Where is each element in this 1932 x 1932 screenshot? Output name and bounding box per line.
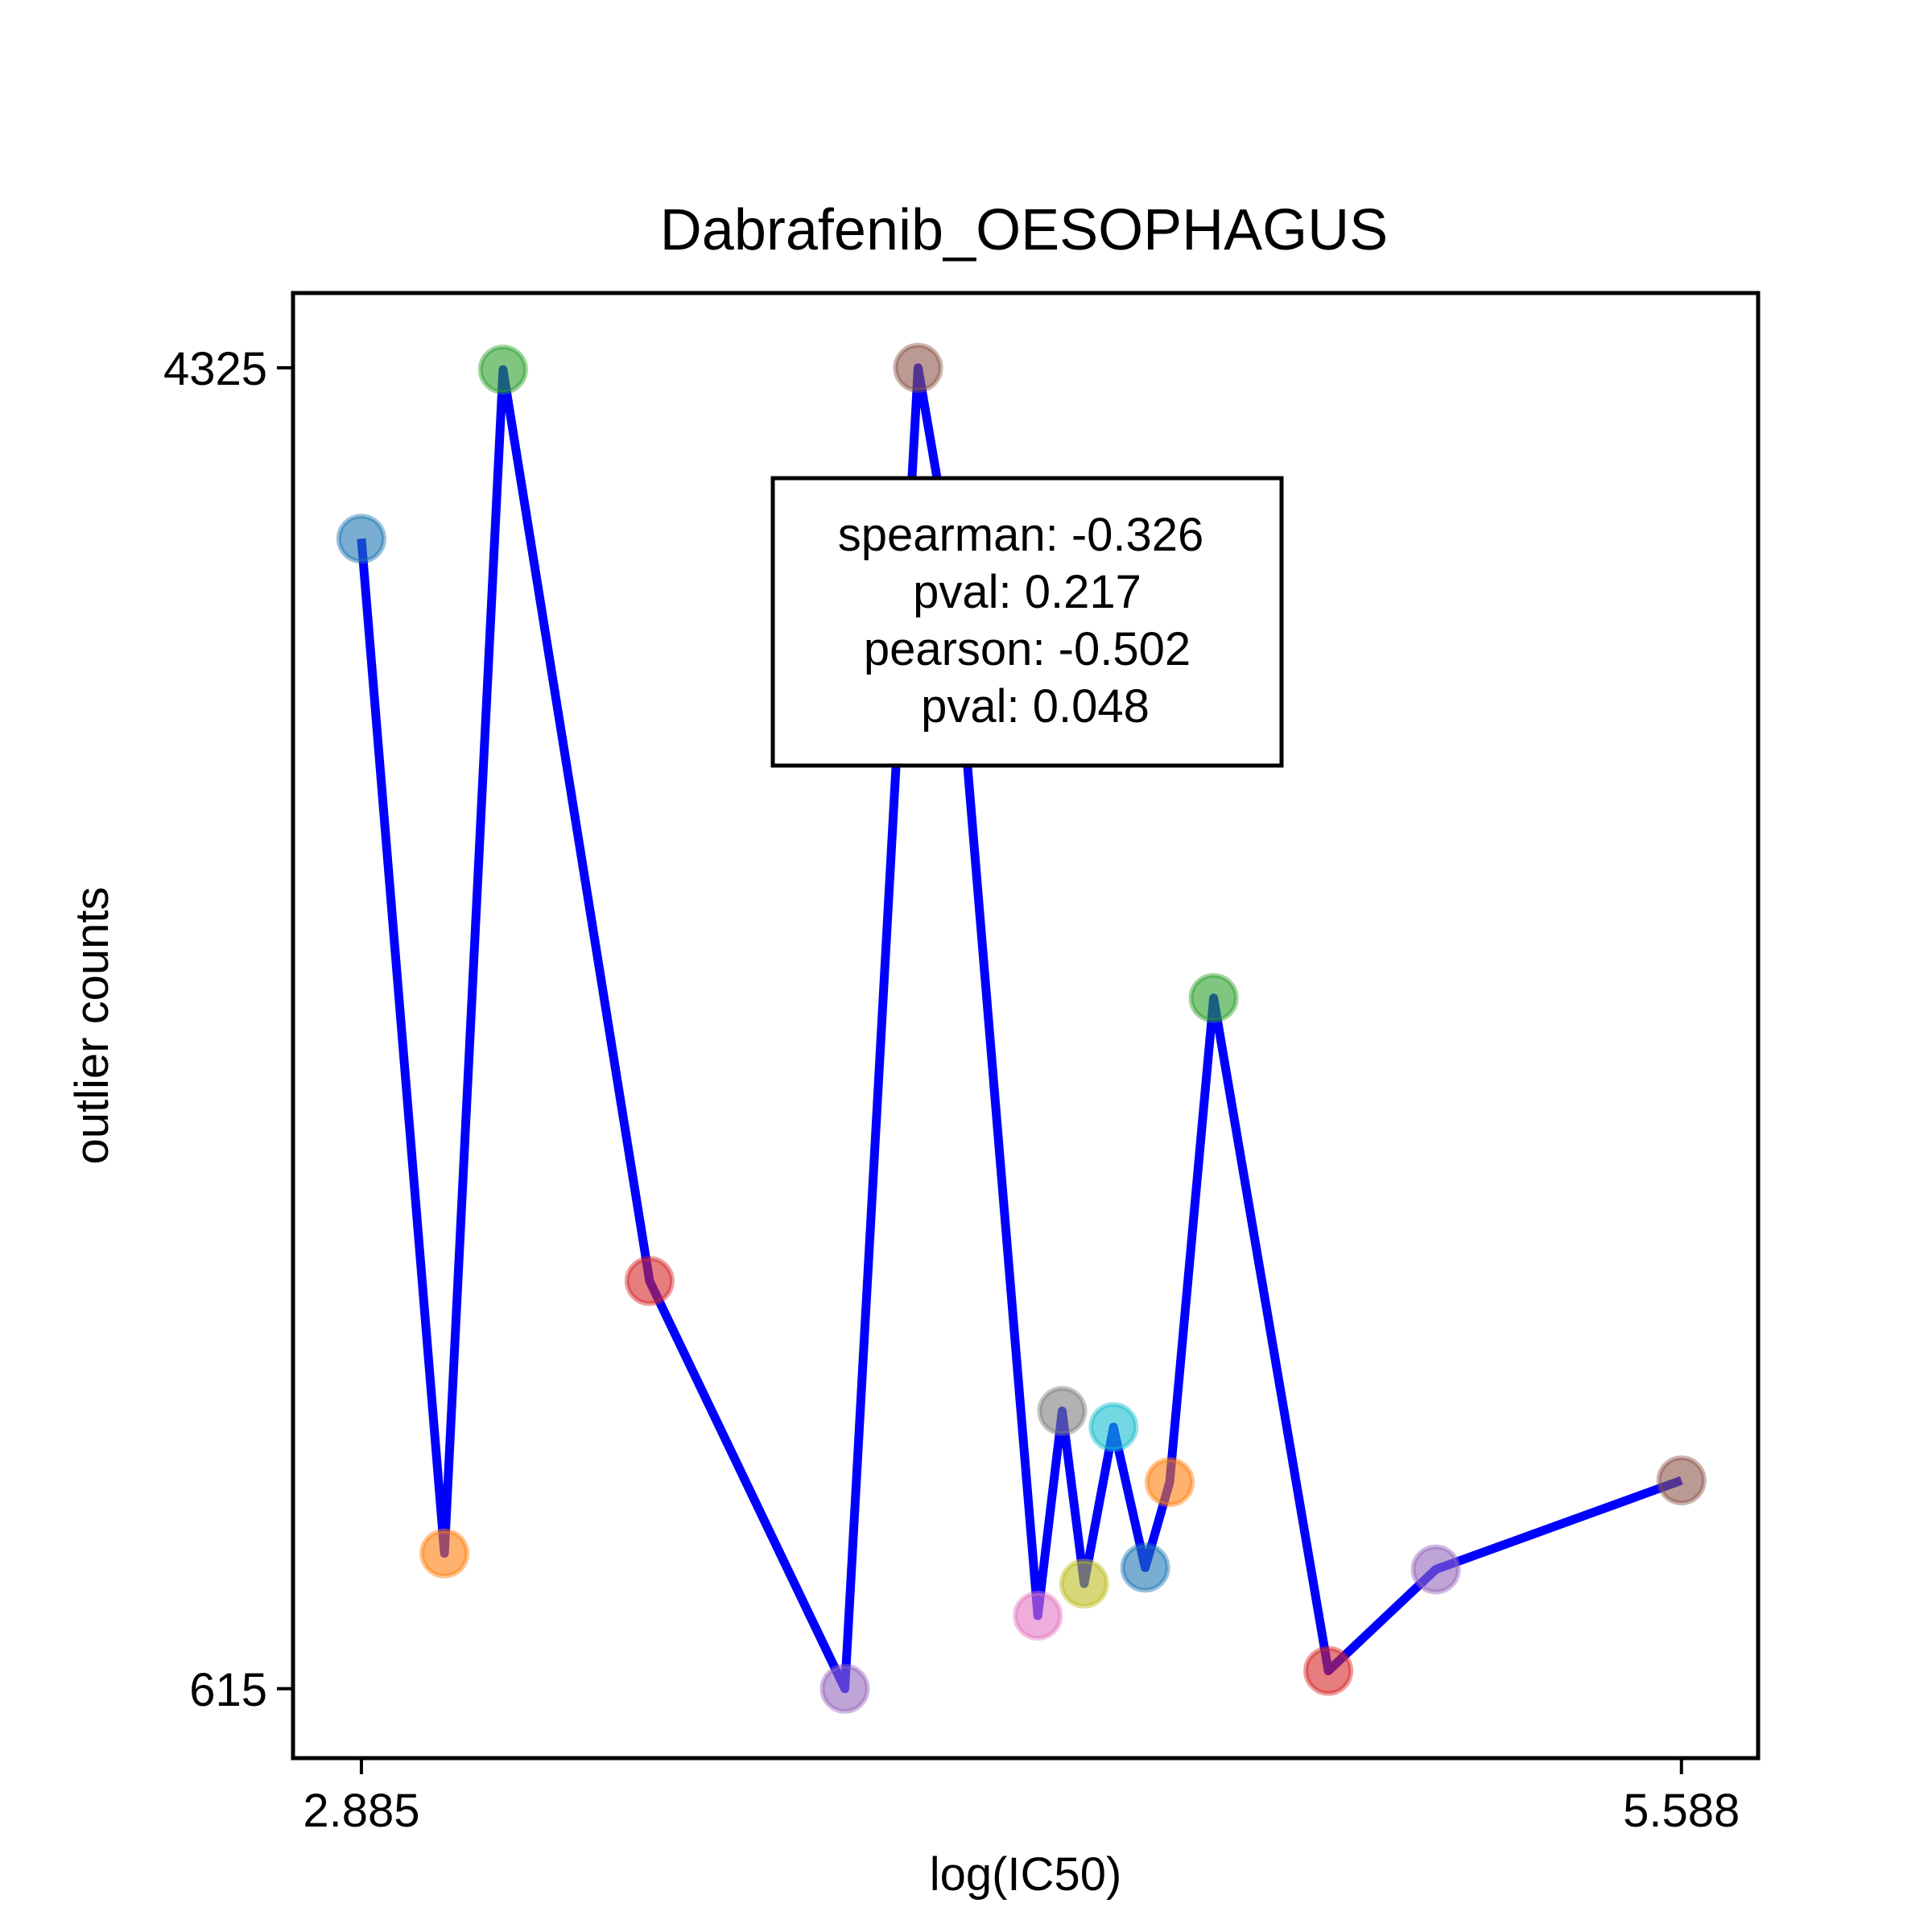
stats-box bbox=[770, 476, 1284, 768]
data-point-layer bbox=[336, 342, 1707, 1714]
y-axis-label: outlier counts bbox=[66, 887, 118, 1165]
y-tick-label: 615 bbox=[189, 1664, 267, 1716]
data-point bbox=[419, 1528, 470, 1579]
data-point bbox=[893, 342, 943, 393]
stats-spearman-pval: pval: 0.217 bbox=[913, 566, 1141, 618]
data-point bbox=[819, 1663, 870, 1714]
data-point bbox=[477, 345, 528, 395]
x-tick-label: 5.588 bbox=[1623, 1785, 1740, 1837]
data-point bbox=[1145, 1457, 1195, 1508]
data-point bbox=[1013, 1591, 1063, 1641]
plot-frame bbox=[291, 291, 1761, 1761]
data-point bbox=[1303, 1645, 1354, 1696]
stats-spearman: spearman: -0.326 bbox=[838, 509, 1204, 561]
data-point bbox=[1088, 1402, 1139, 1452]
stats-pearson-pval: pval: 0.048 bbox=[921, 680, 1150, 733]
data-point bbox=[1410, 1544, 1461, 1595]
x-axis: 2.885 5.588 bbox=[303, 1758, 1740, 1837]
data-point bbox=[1037, 1385, 1088, 1436]
stats-pearson: pearson: -0.502 bbox=[864, 623, 1191, 675]
chart-title: Dabrafenib_OESOPHAGUS bbox=[660, 198, 1388, 262]
x-axis-label: log(IC50) bbox=[930, 1848, 1122, 1901]
data-point bbox=[1120, 1542, 1170, 1593]
data-point bbox=[1059, 1558, 1109, 1609]
data-point bbox=[1188, 972, 1239, 1023]
data-point bbox=[336, 514, 386, 564]
plot-area bbox=[291, 291, 1761, 1761]
x-tick-label: 2.885 bbox=[303, 1785, 419, 1837]
data-point bbox=[1656, 1455, 1707, 1505]
stats-annotation: spearman: -0.326 pval: 0.217 pearson: -0… bbox=[770, 476, 1284, 768]
y-tick-label: 4325 bbox=[163, 343, 267, 395]
y-axis: 615 4325 bbox=[163, 343, 293, 1716]
data-point bbox=[624, 1256, 675, 1307]
